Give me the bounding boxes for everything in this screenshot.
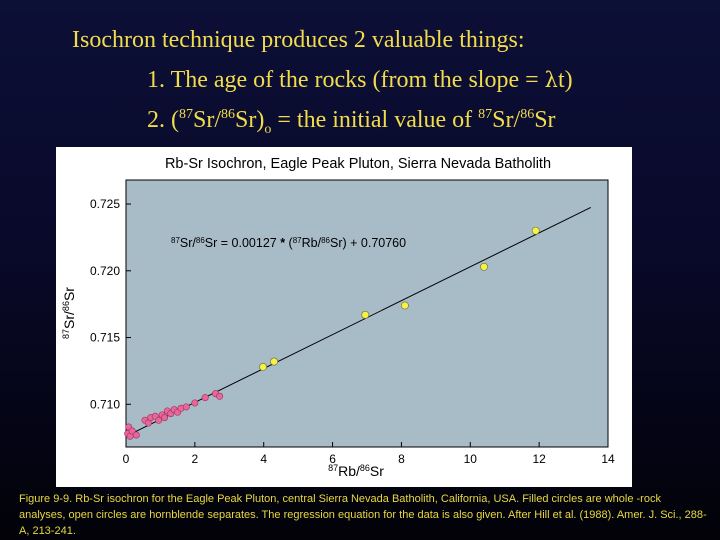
data-point-pink xyxy=(201,394,209,402)
data-point-pink xyxy=(182,403,190,411)
data-point-yellow xyxy=(270,357,278,366)
x-tick-label: 6 xyxy=(329,452,336,466)
y-tick-label: 0.725 xyxy=(90,197,120,211)
list-item-initial-ratio: 2. (87Sr/86Sr)o = the initial value of 8… xyxy=(147,106,556,137)
data-points xyxy=(124,226,540,440)
x-tick-label: 2 xyxy=(192,452,199,466)
list-item-age-end: t) xyxy=(557,67,573,93)
y-tick-label: 0.710 xyxy=(90,397,120,411)
y-tick-label: 0.720 xyxy=(90,264,120,278)
regression-equation: 87Sr/86Sr = 0.00127 * (87Rb/86Sr) + 0.70… xyxy=(171,236,406,251)
item2-sup4: 86 xyxy=(520,107,535,122)
list-item-age: 1. The age of the rocks (from the slope … xyxy=(147,66,573,94)
item2-t1: Sr/ xyxy=(193,107,222,133)
item2-sup1: 87 xyxy=(179,107,193,122)
data-point-pink xyxy=(155,416,163,424)
eq-star: * xyxy=(280,236,285,250)
data-point-pink xyxy=(191,399,199,407)
y-tick-label: 0.715 xyxy=(90,331,120,345)
data-point-yellow xyxy=(480,262,488,271)
item2-t2: Sr) xyxy=(235,107,265,133)
data-point-yellow xyxy=(531,226,540,235)
isochron-chart: Rb-Sr Isochron, Eagle Peak Pluton, Sierr… xyxy=(56,147,632,487)
item2-t4: Sr/ xyxy=(492,107,521,133)
axis-ticks: 0 2 4 6 8 10 12 14 0.710 0.715 0.720 0.725 xyxy=(90,197,615,466)
list-item-age-text: 1. The age of the rocks (from the slope … xyxy=(147,67,545,93)
item2-sup2: 86 xyxy=(221,107,236,122)
eq-sup1: 87 xyxy=(171,236,180,245)
x-tick-label: 0 xyxy=(123,452,130,466)
data-point-pink xyxy=(161,414,169,422)
chart-svg: Rb-Sr Isochron, Eagle Peak Pluton, Sierr… xyxy=(61,156,615,479)
x-axis-label: 87Rb/86Sr xyxy=(328,463,384,479)
item2-t3: = the initial value of xyxy=(271,107,479,133)
eq-sup2: 86 xyxy=(196,236,205,245)
data-point-yellow xyxy=(361,310,370,319)
item2-num: 2. ( xyxy=(147,107,179,133)
data-point-pink xyxy=(132,431,140,439)
data-point-yellow xyxy=(400,301,409,310)
item2-t5: Sr xyxy=(534,107,556,133)
slide-title: Isochron technique produces 2 valuable t… xyxy=(72,27,525,53)
eq-t5: Sr) + 0.70760 xyxy=(330,236,406,250)
data-point-pink xyxy=(216,392,224,400)
lambda-symbol: λ xyxy=(544,68,558,92)
figure-caption: Figure 9-9. Rb-Sr isochron for the Eagle… xyxy=(19,493,707,537)
eq-t3: ( xyxy=(285,236,293,250)
x-tick-label: 12 xyxy=(532,452,546,466)
eq-sup4: 86 xyxy=(321,236,330,245)
eq-t1: Sr/ xyxy=(180,236,197,250)
eq-sup3: 87 xyxy=(293,236,302,245)
x-tick-label: 10 xyxy=(464,452,478,466)
item2-sub: o xyxy=(264,122,272,137)
x-tick-label: 4 xyxy=(260,452,267,466)
item2-sup3: 87 xyxy=(478,107,493,122)
x-tick-label: 14 xyxy=(601,452,615,466)
x-tick-label: 8 xyxy=(398,452,405,466)
data-point-yellow xyxy=(259,362,267,371)
y-axis-label: 87Sr/86Sr xyxy=(61,287,77,339)
eq-t4: Rb/ xyxy=(302,236,322,250)
eq-t2: Sr = 0.00127 xyxy=(205,236,280,250)
chart-title: Rb-Sr Isochron, Eagle Peak Pluton, Sierr… xyxy=(165,156,551,172)
